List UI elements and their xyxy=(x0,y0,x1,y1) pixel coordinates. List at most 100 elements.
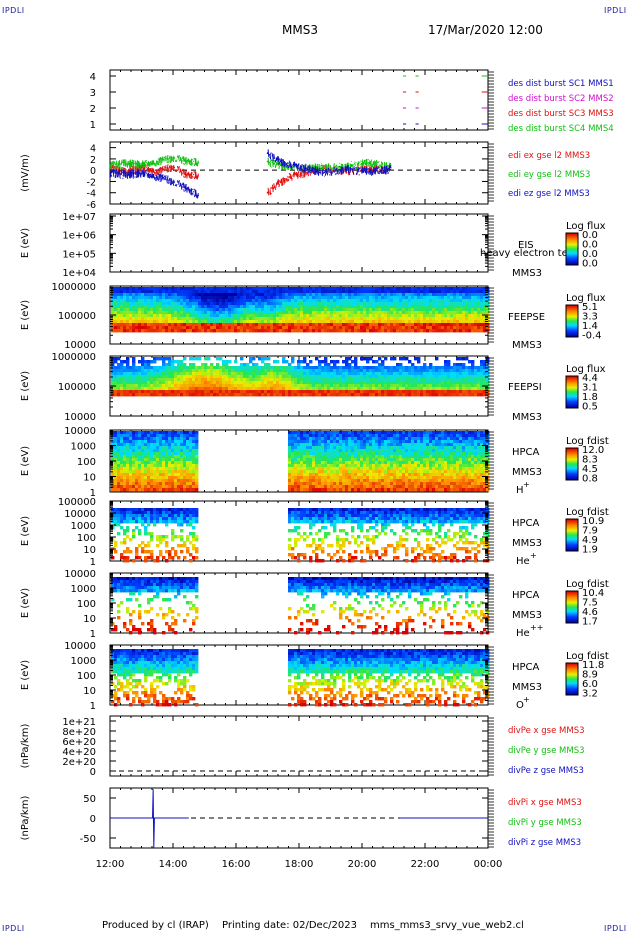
heatmap-cell xyxy=(213,296,217,300)
heatmap-cell xyxy=(306,384,310,388)
heatmap-cell xyxy=(279,311,283,315)
heatmap-cell xyxy=(183,323,187,327)
heatmap-cell xyxy=(171,314,175,318)
heatmap-cell xyxy=(357,326,361,330)
heatmap-cell xyxy=(369,296,373,300)
heatmap-cell xyxy=(168,366,172,370)
heatmap-cell xyxy=(435,323,439,327)
heatmap-cell xyxy=(144,387,148,391)
heatmap-cell xyxy=(240,290,244,294)
heatmap-cell xyxy=(444,302,448,306)
edi-trace xyxy=(167,161,169,163)
heatmap-cell xyxy=(300,296,304,300)
heatmap-cell xyxy=(321,317,325,321)
edi-trace xyxy=(379,164,381,167)
heatmap-cell xyxy=(381,320,385,324)
heatmap-cell xyxy=(336,302,340,306)
colorbar-step xyxy=(566,310,578,312)
heatmap-cell xyxy=(399,302,403,306)
heatmap-cell xyxy=(354,305,358,309)
heatmap-cell xyxy=(261,314,265,318)
heatmap-cell xyxy=(222,372,226,376)
heatmap-cell xyxy=(270,366,274,370)
heatmap-cell xyxy=(270,299,274,303)
heatmap-cell xyxy=(321,296,325,300)
heatmap-cell xyxy=(321,366,325,370)
edi-trace xyxy=(137,170,140,178)
heatmap-cell xyxy=(156,384,160,388)
heatmap-cell xyxy=(456,375,460,379)
heatmap-cell xyxy=(168,290,172,294)
heatmap-cell xyxy=(252,317,256,321)
heatmap-cell xyxy=(375,326,379,330)
edi-trace xyxy=(192,173,195,176)
y-tick-label: 1e+04 xyxy=(62,268,96,279)
heatmap-cell xyxy=(228,311,232,315)
heatmap-cell xyxy=(195,366,199,370)
heatmap-cell xyxy=(138,375,142,379)
heatmap-cell xyxy=(243,372,247,376)
heatmap-cell xyxy=(417,293,421,297)
heatmap-cell xyxy=(192,311,196,315)
heatmap-cell xyxy=(231,311,235,315)
edi-trace xyxy=(352,168,354,172)
heatmap-cell xyxy=(387,329,391,333)
heatmap-cell xyxy=(378,393,382,397)
heatmap-cell xyxy=(366,326,370,330)
edi-trace xyxy=(268,154,270,156)
heatmap-cell xyxy=(144,393,148,397)
heatmap-cell xyxy=(426,323,430,327)
heatmap-cell xyxy=(216,393,220,397)
heatmap-cell xyxy=(207,299,211,303)
heatmap-cell xyxy=(180,287,184,291)
heatmap-cell xyxy=(297,384,301,388)
heatmap-cell xyxy=(444,381,448,385)
heatmap-cell xyxy=(417,308,421,312)
heatmap-cell xyxy=(192,363,196,367)
heatmap-cell xyxy=(441,320,445,324)
heatmap-cell xyxy=(426,329,430,333)
heatmap-cell xyxy=(423,293,427,297)
edi-trace xyxy=(185,173,188,177)
heatmap-cell xyxy=(360,305,364,309)
heatmap-cell xyxy=(384,357,388,361)
heatmap-cell xyxy=(342,317,346,321)
heatmap-cell xyxy=(318,314,322,318)
heatmap-cell xyxy=(210,323,214,327)
edi-trace xyxy=(194,158,197,166)
edi-trace xyxy=(191,158,193,161)
heatmap-cell xyxy=(384,296,388,300)
heatmap-cell xyxy=(378,296,382,300)
heatmap-cell xyxy=(423,372,427,376)
heatmap-cell xyxy=(276,390,280,394)
heatmap-cell xyxy=(195,323,199,327)
heatmap-cell xyxy=(120,387,124,391)
heatmap-cell xyxy=(465,311,469,315)
heatmap-cell xyxy=(321,360,325,364)
heatmap-cell xyxy=(336,381,340,385)
heatmap-cell xyxy=(153,369,157,373)
heatmap-cell xyxy=(459,375,463,379)
data-point xyxy=(184,160,187,162)
heatmap-cell xyxy=(447,381,451,385)
heatmap-cell xyxy=(258,290,262,294)
heatmap-cell xyxy=(192,314,196,318)
heatmap-cell xyxy=(168,296,172,300)
heatmap-cell xyxy=(405,320,409,324)
heatmap-cell xyxy=(324,302,328,306)
heatmap-cell xyxy=(162,299,166,303)
heatmap-cell xyxy=(372,296,376,300)
edi-trace xyxy=(367,159,370,161)
heatmap-cell xyxy=(456,317,460,321)
heatmap-cell xyxy=(429,290,433,294)
heatmap-cell xyxy=(222,308,226,312)
heatmap-cell xyxy=(132,363,136,367)
heatmap-cell xyxy=(351,372,355,376)
heatmap-cell xyxy=(468,287,472,291)
heatmap-cell xyxy=(234,314,238,318)
heatmap-cell xyxy=(402,311,406,315)
legend-entry: edi ex gse l2 MMS3 xyxy=(508,151,590,161)
heatmap-cell xyxy=(384,305,388,309)
heatmap-cell xyxy=(348,369,352,373)
heatmap-cell xyxy=(348,366,352,370)
